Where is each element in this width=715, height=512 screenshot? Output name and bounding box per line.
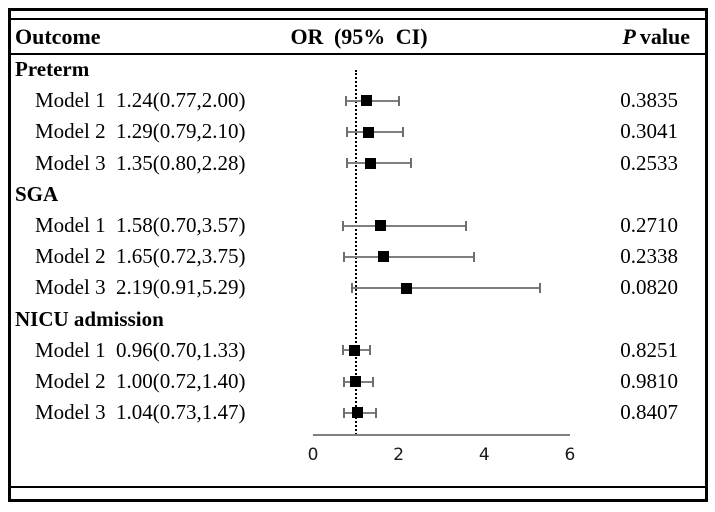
ci-cap-high (538, 283, 541, 293)
p-value: 0.3041 (620, 119, 678, 144)
ci-cap-high (371, 376, 374, 387)
section-name: NICU admission (15, 306, 164, 331)
or-marker (348, 344, 360, 356)
model-name: Model 3 (35, 150, 106, 175)
or-ci-value: 1.58(0.70,3.57) (116, 212, 246, 237)
model-name: Model 2 (35, 244, 106, 269)
ci-cap-low (343, 407, 346, 418)
model-name: Model 1 (35, 88, 106, 113)
reference-line (354, 70, 357, 435)
model-row: Model 3 1.04(0.73,1.47) 0.8407 (11, 397, 705, 428)
or-ci-value: 1.04(0.73,1.47) (116, 400, 246, 425)
model-row: Model 1 1.58(0.70,3.57) 0.2710 (11, 210, 705, 241)
model-name: Model 1 (35, 337, 106, 362)
model-row: Model 2 1.65(0.72,3.75) 0.2338 (11, 241, 705, 272)
x-tick-label: 0 (307, 445, 319, 465)
section-row: NICU admission (11, 304, 705, 335)
ci-cap-low (341, 345, 344, 356)
or-marker (350, 376, 362, 388)
p-value-header-rest: value (639, 24, 690, 49)
ci-cap-high (397, 95, 400, 106)
or-ci-value: 1.24(0.77,2.00) (116, 88, 246, 113)
model-name: Model 2 (35, 119, 106, 144)
or-ci-value: 0.96(0.70,1.33) (116, 337, 246, 362)
or-ci-column-header: OR (95% CI) (290, 24, 428, 49)
section-row: Preterm (11, 54, 705, 85)
p-value: 0.2710 (620, 212, 678, 237)
ci-cap-low (341, 220, 344, 231)
ci-cap-high (368, 345, 371, 356)
model-name: Model 3 (35, 275, 106, 300)
bottom-rule (11, 486, 705, 488)
ci-bar (346, 131, 403, 133)
ci-cap-low (350, 283, 353, 293)
section-name: SGA (15, 181, 59, 206)
x-axis-line (313, 434, 570, 436)
model-row: Model 2 1.00(0.72,1.40) 0.9810 (11, 366, 705, 397)
or-ci-value: 1.00(0.72,1.40) (116, 368, 246, 393)
p-value: 0.8407 (620, 400, 678, 425)
p-value: 0.9810 (620, 368, 678, 393)
section-row: SGA (11, 179, 705, 210)
ci-cap-low (344, 95, 347, 106)
p-value: 0.2533 (620, 150, 678, 175)
ci-bar (343, 255, 474, 258)
model-row: Model 3 1.35(0.80,2.28) 0.2533 (11, 148, 705, 179)
ci-cap-low (346, 158, 349, 169)
outcome-column-header: Outcome (15, 24, 101, 49)
ci-cap-high (464, 220, 467, 231)
or-ci-value: 2.19(0.91,5.29) (116, 275, 246, 300)
forest-plot-area: 0 2 4 6 (11, 11, 705, 499)
ci-cap-high (472, 251, 475, 262)
model-name: Model 3 (35, 400, 106, 425)
p-value: 0.0820 (620, 275, 678, 300)
or-marker (378, 251, 390, 263)
p-value: 0.2338 (620, 244, 678, 269)
or-marker (365, 157, 377, 169)
or-ci-value: 1.65(0.72,3.75) (116, 244, 246, 269)
model-name: Model 1 (35, 212, 106, 237)
ci-bar (345, 99, 399, 102)
table-body: Preterm Model 1 1.24(0.77,2.00) 0.3835 Model… (11, 54, 705, 428)
p-value-header-italic: P (622, 24, 636, 49)
ci-cap-low (342, 251, 345, 262)
x-tick-label: 2 (393, 445, 405, 465)
model-row: Model 1 1.24(0.77,2.00) 0.3835 (11, 85, 705, 116)
model-name: Model 2 (35, 368, 106, 393)
ci-cap-low (342, 376, 345, 387)
ci-bar (347, 162, 411, 165)
ci-cap-high (401, 127, 404, 137)
or-marker (352, 407, 364, 419)
section-name: Preterm (15, 57, 90, 81)
model-row: Model 2 1.29(0.79,2.10) 0.3041 (11, 116, 705, 147)
ci-cap-high (409, 158, 412, 169)
x-tick-label: 4 (478, 445, 490, 465)
ci-bar (351, 287, 540, 289)
or-marker (401, 282, 413, 294)
p-value: 0.3835 (620, 88, 678, 113)
or-marker (362, 126, 374, 138)
or-ci-value: 1.35(0.80,2.28) (116, 150, 246, 175)
or-marker (360, 95, 372, 107)
or-marker (375, 220, 387, 232)
model-row: Model 3 2.19(0.91,5.29) 0.0820 (11, 272, 705, 303)
top-rule (11, 18, 705, 20)
ci-cap-high (374, 407, 377, 418)
model-row: Model 1 0.96(0.70,1.33) 0.8251 (11, 335, 705, 366)
p-value: 0.8251 (620, 337, 678, 362)
ci-cap-low (345, 127, 348, 137)
or-ci-value: 1.29(0.79,2.10) (116, 119, 246, 144)
ci-bar (342, 224, 466, 227)
x-tick-label: 6 (564, 445, 576, 465)
